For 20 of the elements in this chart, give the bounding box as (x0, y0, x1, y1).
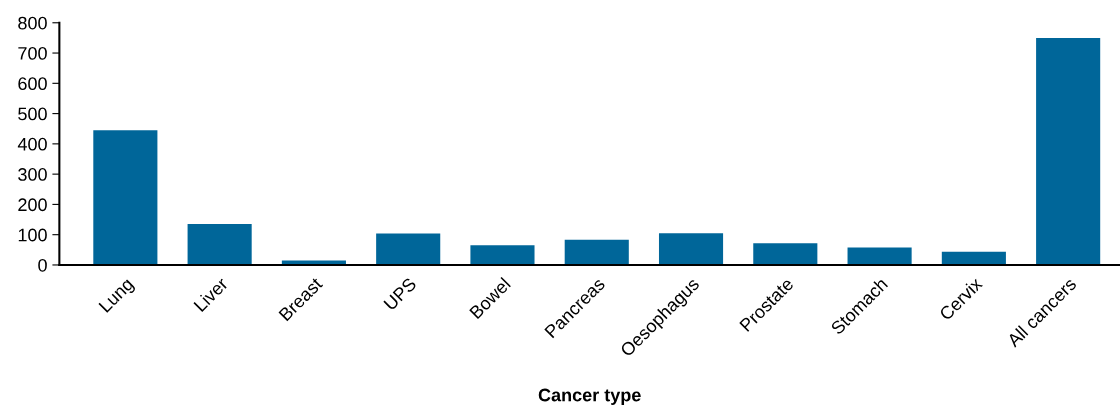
y-tick-label: 800 (18, 16, 47, 30)
y-tick-label: 300 (18, 168, 47, 181)
bar (376, 233, 441, 265)
bar (658, 233, 724, 265)
bar (847, 247, 912, 265)
bar (941, 251, 1006, 265)
bar (187, 224, 252, 265)
y-tick-label: 500 (18, 107, 47, 121)
y-tick-label: 700 (18, 46, 47, 60)
x-axis-title: Cancer type (538, 388, 641, 405)
y-tick-label: 0 (38, 258, 47, 272)
bar (564, 239, 629, 265)
y-tick-label: 600 (18, 77, 47, 91)
bar (1036, 37, 1101, 265)
y-tick-label: 100 (18, 228, 47, 242)
bar (93, 130, 158, 265)
y-tick-label: 400 (17, 137, 47, 151)
y-tick-label: 200 (18, 198, 47, 212)
bar (470, 245, 535, 265)
bar (753, 243, 818, 265)
